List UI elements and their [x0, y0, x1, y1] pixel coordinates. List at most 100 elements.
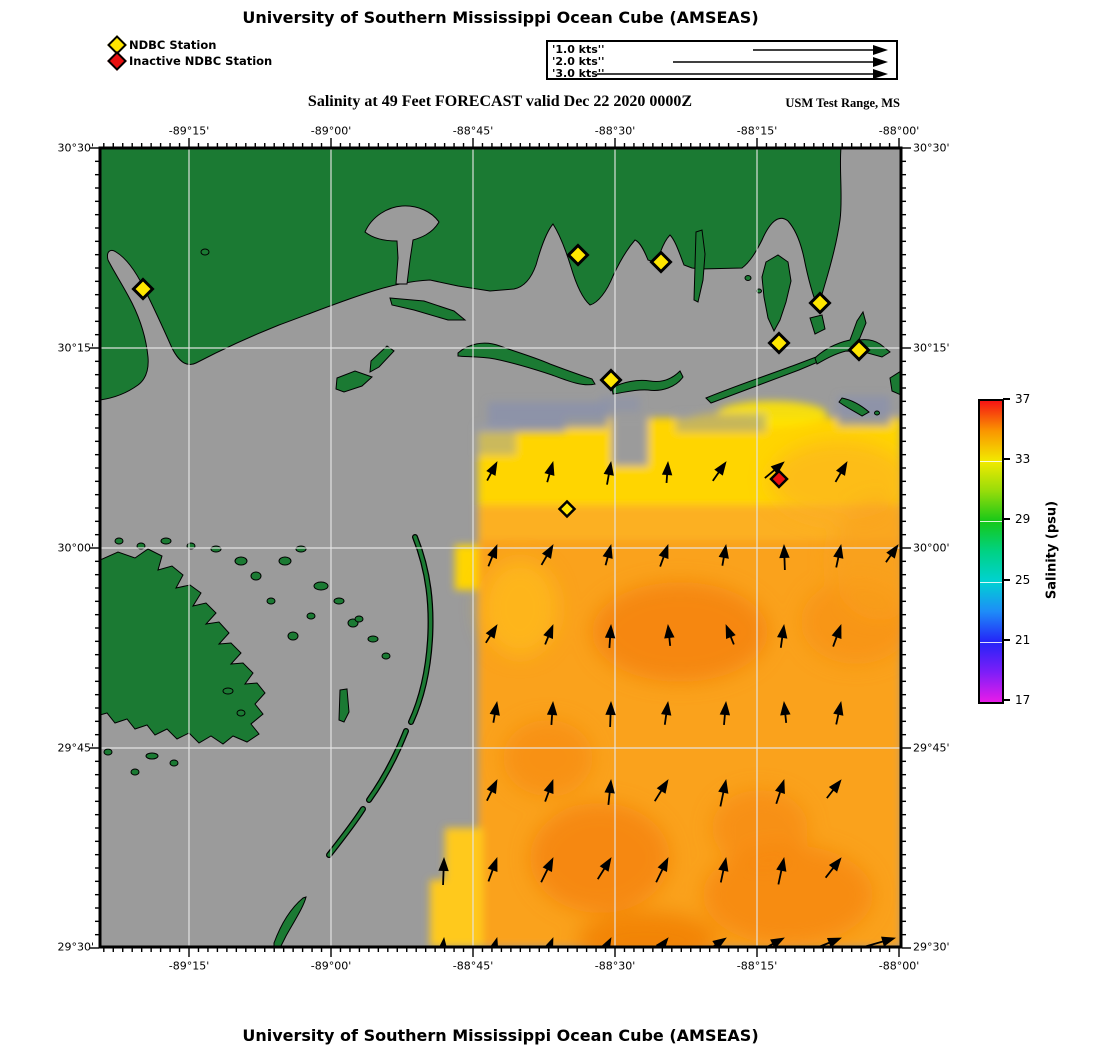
colorbar-tick [1003, 638, 1010, 641]
lon-tick-label-top: -89°15' [168, 124, 210, 138]
colorbar-tick [1003, 458, 1010, 461]
lat-tick-label-left: 30°00' [57, 541, 94, 555]
current-arrow [764, 461, 785, 479]
current-arrow [546, 701, 558, 726]
current-arrow [438, 857, 449, 886]
current-arrow [649, 937, 669, 947]
page-title: University of Southern Mississippi Ocean… [242, 8, 759, 27]
islet [809, 314, 826, 335]
current-arrow [826, 779, 842, 799]
current-arrow [604, 779, 615, 805]
current-arrow [718, 857, 729, 883]
current-arrow [489, 701, 500, 723]
colorbar-gridline [980, 581, 1002, 583]
colorbar-title: Salinity (psu) [1044, 500, 1060, 600]
graticule [100, 148, 901, 947]
current-arrow [543, 624, 554, 645]
inactive-ndbc-station-marker [769, 469, 789, 489]
colorbar-tick-label: 37 [1015, 392, 1031, 406]
vector-scale-arrows [597, 45, 888, 78]
ndbc-station-marker [847, 338, 871, 362]
current-arrow [544, 461, 555, 483]
islet [381, 652, 391, 660]
current-arrow [653, 779, 669, 802]
islet [744, 275, 752, 281]
islet [200, 248, 210, 256]
lat-tick-label-left: 29°30' [57, 940, 94, 954]
map-frame [90, 138, 911, 957]
current-arrow [855, 936, 896, 947]
current-arrow [603, 461, 614, 485]
current-arrow [833, 701, 844, 725]
lon-tick-label-top: -89°00' [310, 124, 352, 138]
current-arrow [775, 779, 785, 805]
scale-row-label: '3.0 kts'' [552, 67, 605, 80]
current-arrow [718, 779, 729, 807]
lon-tick-label-bottom: -88°45' [452, 959, 494, 973]
ndbc-station-marker [649, 250, 673, 274]
colorbar-gridline [980, 461, 1002, 463]
colorbar-gridline [980, 521, 1002, 523]
colorbar-tick [1003, 578, 1010, 581]
ndbc-station-marker [566, 243, 590, 267]
peninsula [761, 254, 792, 333]
current-arrow [718, 544, 729, 566]
islet [338, 688, 350, 723]
current-arrow [605, 701, 616, 728]
lat-tick-label-left: 30°15' [57, 341, 94, 355]
current-arrow [485, 624, 498, 644]
chandeleur-islands-fill [327, 535, 433, 857]
current-arrow [712, 461, 727, 482]
current-arrow [486, 461, 498, 481]
current-arrow [747, 937, 785, 947]
current-arrow [780, 701, 791, 723]
lon-tick-label-bottom: -89°15' [168, 959, 210, 973]
islet [889, 370, 901, 396]
current-arrow [664, 624, 675, 646]
ndbc-stations [131, 243, 871, 519]
current-arrow [658, 544, 669, 567]
range-label: USM Test Range, MS [785, 96, 900, 110]
current-arrow [541, 937, 554, 947]
mainland-coast [100, 148, 842, 401]
lon-tick-label-bottom: -89°00' [310, 959, 352, 973]
colorbar-tick [1003, 398, 1010, 400]
current-arrow [437, 937, 448, 947]
cat-island [335, 370, 373, 393]
ndbc-station-marker [131, 277, 155, 301]
salinity-field [430, 396, 901, 947]
ship-island [457, 342, 596, 386]
lon-tick-label-bottom: -88°00' [878, 959, 920, 973]
current-arrow [694, 937, 727, 947]
lon-tick-label-top: -88°30' [594, 124, 636, 138]
current-arrow [655, 857, 669, 883]
colorbar [978, 399, 1004, 704]
current-arrow [487, 857, 498, 882]
current-vectors [437, 461, 899, 947]
footer-title: University of Southern Mississippi Ocean… [242, 1026, 759, 1045]
islet [874, 410, 880, 416]
lon-tick-label-bottom: -88°30' [594, 959, 636, 973]
current-arrow [488, 937, 499, 947]
current-arrow [776, 857, 787, 885]
dauphin-island [814, 310, 891, 365]
current-arrow [540, 544, 554, 566]
station-legend: NDBC Station Inactive NDBC Station [107, 35, 272, 71]
scale-row-label: '1.0 kts'' [552, 43, 605, 56]
islet [367, 635, 379, 643]
current-arrow [725, 624, 736, 645]
current-arrow [487, 544, 498, 567]
bay-inlet [364, 205, 440, 285]
islet-sliver [273, 896, 307, 947]
islet [838, 397, 870, 417]
colorbar-tick [1003, 699, 1010, 701]
colorbar-tick-label: 25 [1015, 572, 1031, 587]
current-arrow [540, 857, 554, 883]
lon-tick-label-bottom: -88°15' [736, 959, 778, 973]
current-arrow [597, 937, 612, 947]
current-arrow [824, 857, 842, 879]
legend-item-1: Inactive NDBC Station [107, 51, 272, 71]
ndbc-station-marker [808, 291, 832, 315]
colorbar-gridline [980, 641, 1002, 643]
